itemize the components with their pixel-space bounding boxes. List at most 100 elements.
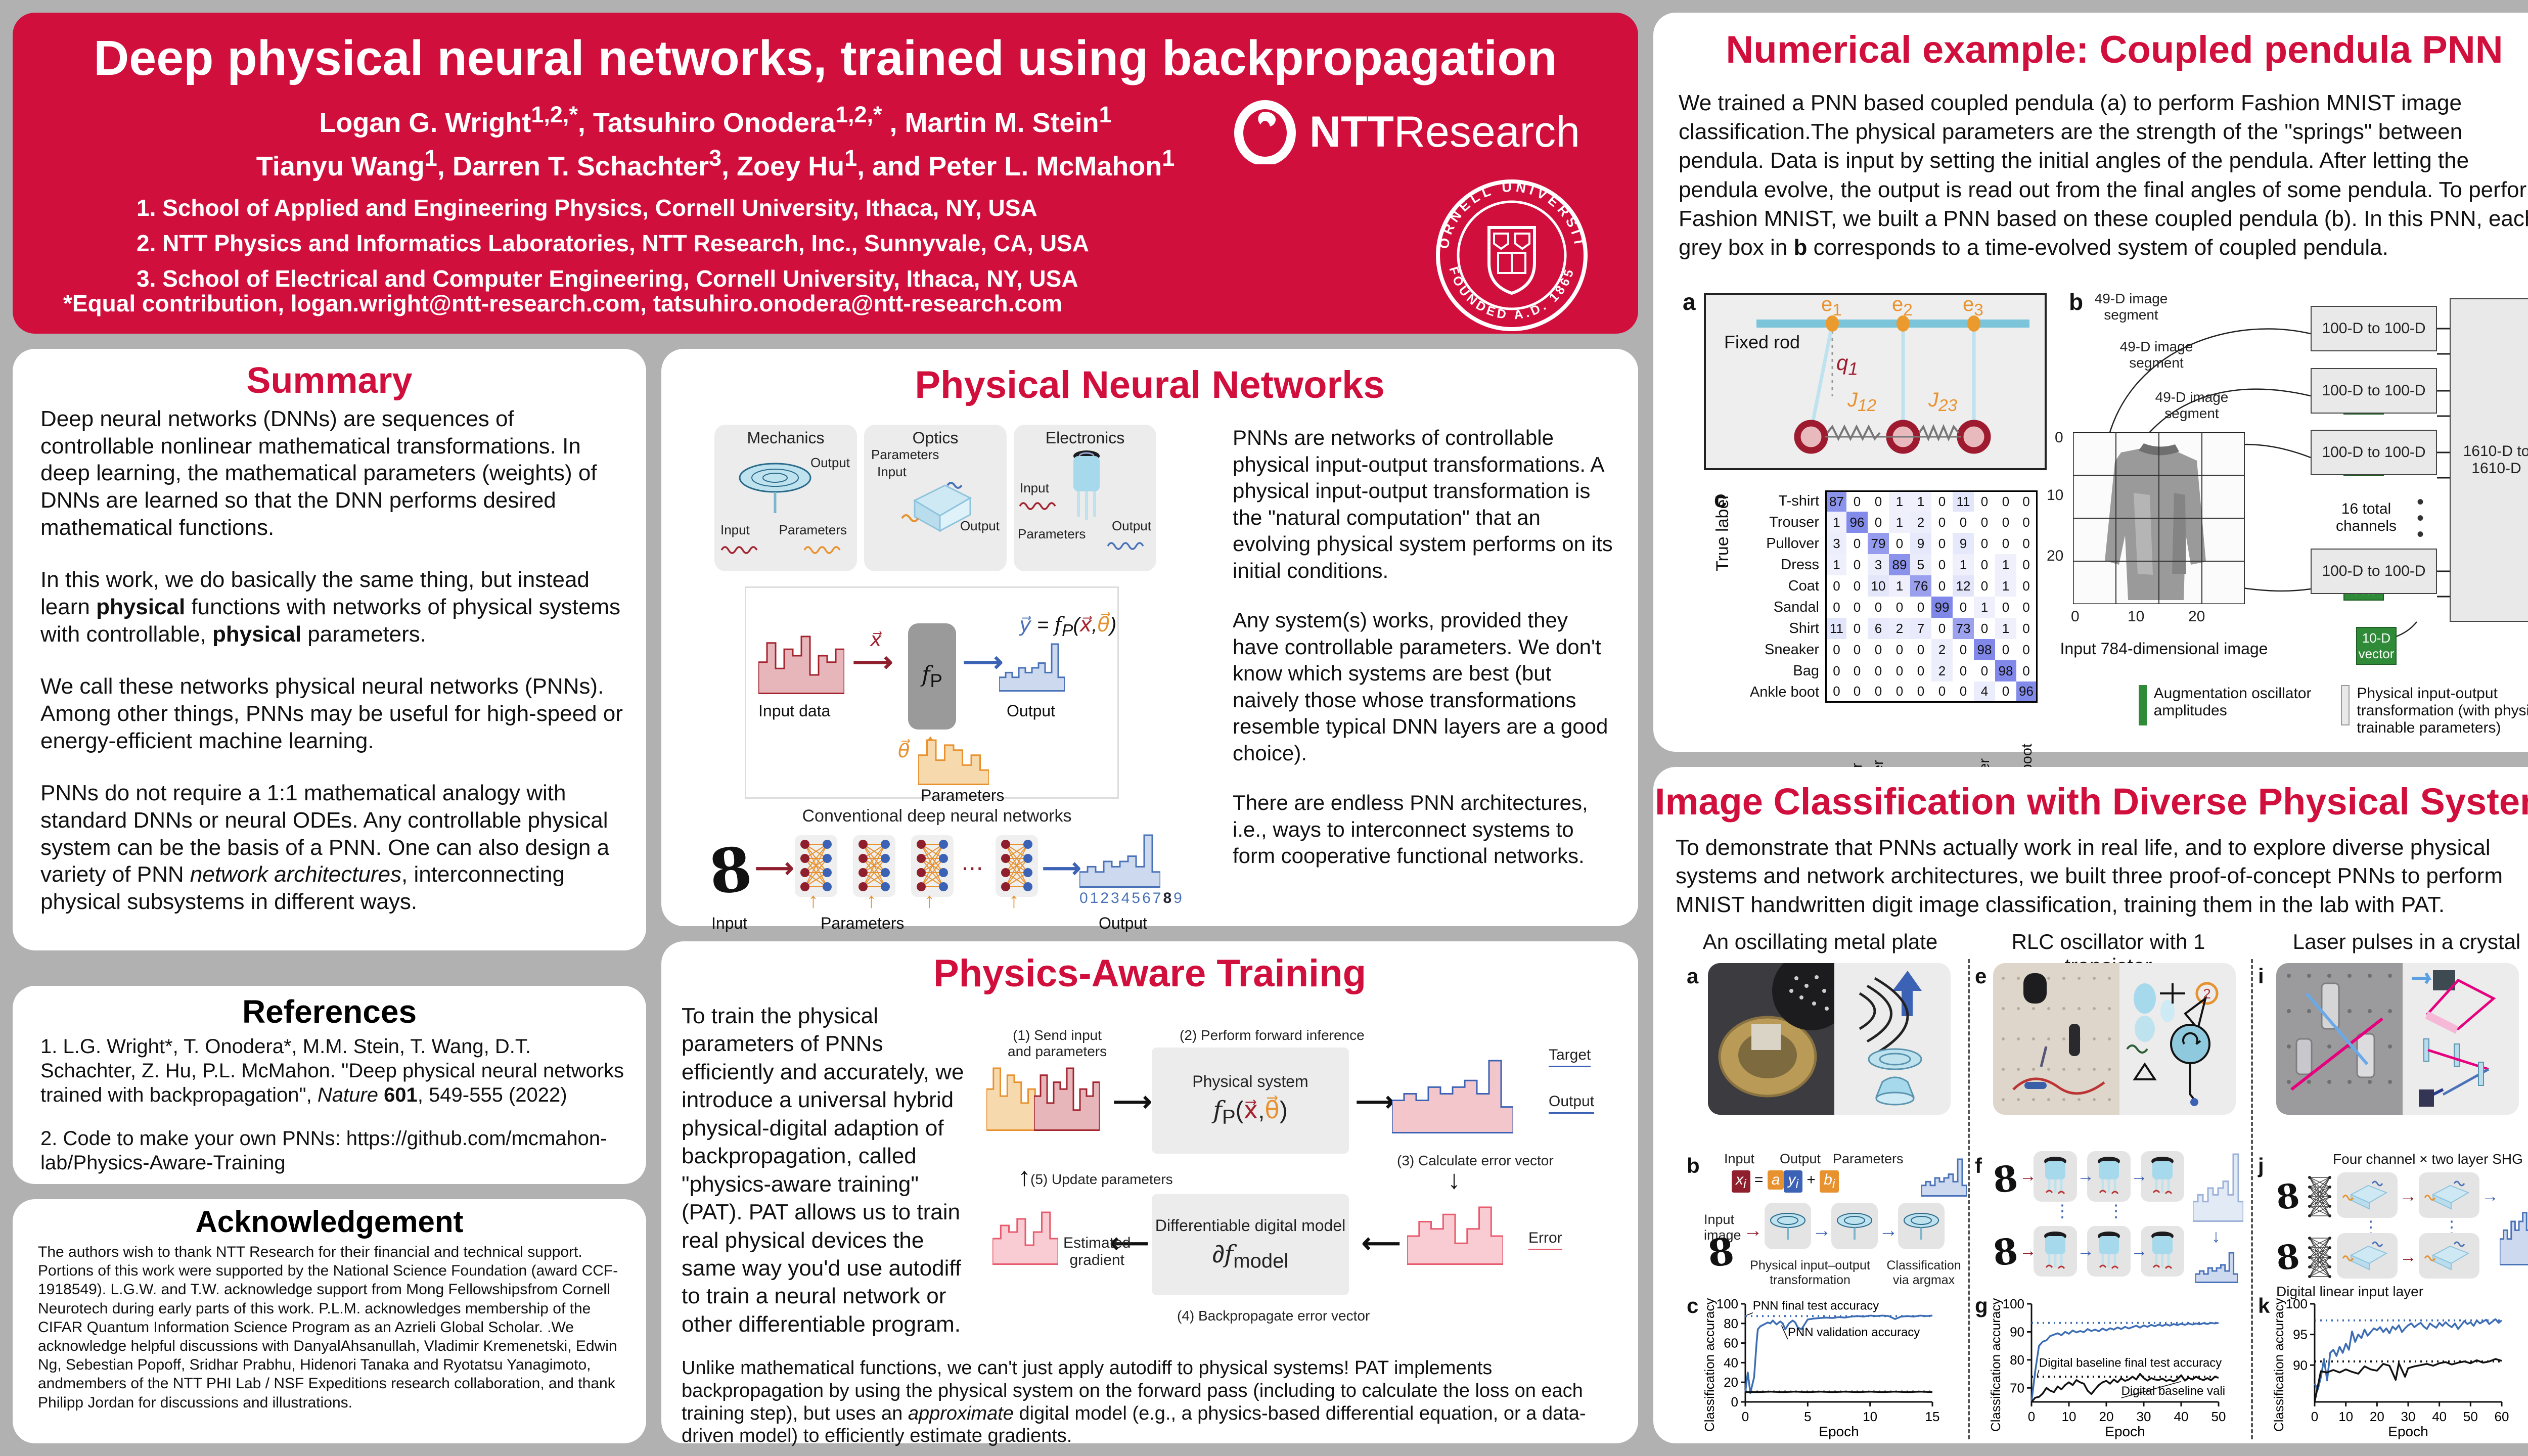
plate-stage-box <box>1765 1203 1811 1249</box>
header-card: Deep physical neural networks, trained u… <box>13 13 1638 334</box>
svg-text:40: 40 <box>2432 1409 2447 1424</box>
img-xtick-0: 0 <box>2071 608 2080 625</box>
column-header-laser: Laser pulses in a crystal <box>2292 930 2521 953</box>
legend-augmentation: Augmentation oscillator amplitudes <box>2139 685 2321 725</box>
img-xtick-10: 10 <box>2128 608 2145 625</box>
svg-text:Classification accuracy (%): Classification accuracy (%) <box>1988 1298 2003 1432</box>
box-100d: 100-D to 100-D <box>2311 549 2437 594</box>
affiliation-2: 2. NTT Physics and Informatics Laborator… <box>137 230 1089 256</box>
summary-paragraph: Deep neural networks (DNNs) are sequence… <box>40 406 597 540</box>
arrow-right-icon: → <box>2400 1247 2417 1266</box>
matrix-cell: 0 <box>2002 514 2010 530</box>
diagram-panel-f: 8 → → → ⋮ ⋮ 8 <box>1991 1151 2246 1288</box>
arrow-right-icon: ⟶ <box>1356 1086 1395 1117</box>
j-digital-label: Digital linear input layer <box>2276 1284 2424 1299</box>
rlc-stage-box <box>2141 1151 2184 1202</box>
matrix-cell: 0 <box>2016 575 2038 597</box>
box-100d: 100-D to 100-D <box>2311 430 2437 475</box>
diverse-card: Image Classification with Diverse Physic… <box>1653 767 2528 1443</box>
matrix-cell: 0 <box>1995 490 2016 512</box>
physical-system-box: Physical system fP(x⃗,θ⃗) <box>1152 1048 1349 1154</box>
conventional-dnn-row: 8 ⟶ ⋯ ⟶ 0123456789 <box>704 829 1182 935</box>
digital-model-eq: ∂fmodel <box>1212 1240 1289 1272</box>
arrow-right-icon: → <box>1812 1220 1831 1241</box>
summary-title: Summary <box>246 360 413 401</box>
svg-text:0: 0 <box>2028 1409 2035 1424</box>
diagram-panel-b: Input Output Parameters xi = a yi + bi In… <box>1704 1151 1968 1287</box>
reference-item: 1. L.G. Wright*, T. Onodera*, M.M. Stein… <box>40 1035 624 1106</box>
wave-orange-icon <box>803 542 849 560</box>
rlc-photo: 2 <box>1993 963 2236 1115</box>
matrix-cell: 0 <box>1889 681 1910 703</box>
matrix-cell: 0 <box>1910 681 1931 703</box>
output-label: Output <box>1099 914 1148 932</box>
matrix-cell: 0 <box>1959 599 1967 615</box>
matrix-cell: 0 <box>1874 599 1882 615</box>
reference-item: 2. Code to make your own PNNs: https://g… <box>40 1127 607 1174</box>
matrix-cell: 79 <box>1868 533 1889 554</box>
equal-contribution: *Equal contribution, logan.wright@ntt-re… <box>63 290 1062 316</box>
matrix-cell: 0 <box>1853 663 1861 678</box>
matrix-cell: 9 <box>1910 533 1931 554</box>
fp-symbol: fP <box>922 661 942 691</box>
matrix-row-label: Trouser <box>1769 514 1819 530</box>
chart-letter-k: k <box>2258 1294 2270 1317</box>
domain-title: Mechanics <box>747 429 825 447</box>
dnn-layer-icon <box>994 833 1040 901</box>
pendula-paragraph: We trained a PNN based coupled pendula (… <box>1679 90 2528 260</box>
arrow-up-icon: ↑ <box>924 888 935 912</box>
matrix-cell: 0 <box>1825 681 1846 703</box>
matrix-row-label: Bag <box>1793 662 1819 679</box>
mnist-digit-image: 8 <box>1991 1157 2020 1202</box>
fp-params-label: Parameters <box>921 786 1005 804</box>
pat-card: Physics-Aware Training To train the phys… <box>661 941 1638 1446</box>
digital-model-box: Differentiable digital model ∂fmodel <box>1152 1194 1349 1295</box>
arrow-up-icon: ↑ <box>1018 1162 1031 1192</box>
summary-paragraph: We call these networks physical neural n… <box>40 674 623 753</box>
matrix-cell: 0 <box>1931 681 1953 703</box>
matrix-cell: 1 <box>1995 618 2016 639</box>
photo-letter-a: a <box>1687 964 1699 988</box>
pendula-panel-b: 49-D image segment 49-D image segment 49… <box>2047 286 2528 751</box>
matrix-cell: 0 <box>1980 535 1989 551</box>
matrix-cell: 2 <box>1910 512 1931 533</box>
fashion-image: 0 10 20 0 10 20 <box>2047 429 2246 625</box>
matrix-cell: 0 <box>1853 535 1861 551</box>
matrix-cell: 0 <box>2016 597 2038 618</box>
parameters-label: Parameters <box>821 914 905 932</box>
matrix-cell: 73 <box>1953 618 1974 639</box>
diverse-title: Image Classification with Diverse Physic… <box>1655 781 2528 823</box>
matrix-cell: 7 <box>1910 618 1931 639</box>
rlc-stage-box <box>2087 1151 2131 1202</box>
poster-title: Deep physical neural networks, trained u… <box>94 30 1557 85</box>
matrix-cell: 0 <box>1938 578 1946 594</box>
mechanics-plate-icon <box>735 455 816 518</box>
fp-diagram: Input data x⃗ ⟶ fP ⟶ Output y⃗ = fP(x⃗,θ… <box>745 586 1119 804</box>
accuracy-chart-rlc: 70 80 90 100 0 10 20 30 40 50 Epoch Classification … <box>1988 1274 2310 1439</box>
pat-error-histogram <box>1406 1204 1504 1267</box>
svg-text:20: 20 <box>2099 1409 2114 1424</box>
output-histogram <box>2499 1174 2528 1268</box>
matrix-cell: 0 <box>1853 578 1861 594</box>
matrix-cell: 87 <box>1825 490 1846 512</box>
argmax-histogram <box>1920 1156 1968 1199</box>
box-100d: 100-D to 100-D <box>2311 306 2437 351</box>
diagram-letter-b: b <box>1687 1154 1700 1177</box>
matrix-row-label: Sneaker <box>1764 641 1819 658</box>
svg-text:Epoch: Epoch <box>2105 1424 2145 1439</box>
j-shg-label: Four channel × two layer SHG <box>2333 1151 2523 1167</box>
svg-text:Epoch: Epoch <box>2388 1424 2428 1439</box>
svg-text:20: 20 <box>2370 1409 2384 1424</box>
arrow-down-icon: ↓ <box>2211 1225 2221 1246</box>
theta-label: θ⃗ <box>898 741 910 762</box>
pendula-title: Numerical example: Coupled pendula PNN <box>1726 28 2503 71</box>
matrix-cell: 0 <box>1980 557 1989 572</box>
matrix-cell: 76 <box>1910 575 1931 597</box>
matrix-cell: 1 <box>1910 490 1931 512</box>
summary-paragraph: In this work, we do basically the same t… <box>40 567 620 647</box>
arrow-right-icon: ⟶ <box>852 646 893 677</box>
panel-a-letter: a <box>1683 289 1696 315</box>
photo-letter-i: i <box>2258 964 2264 988</box>
j23-label: J23 <box>1928 389 1958 415</box>
